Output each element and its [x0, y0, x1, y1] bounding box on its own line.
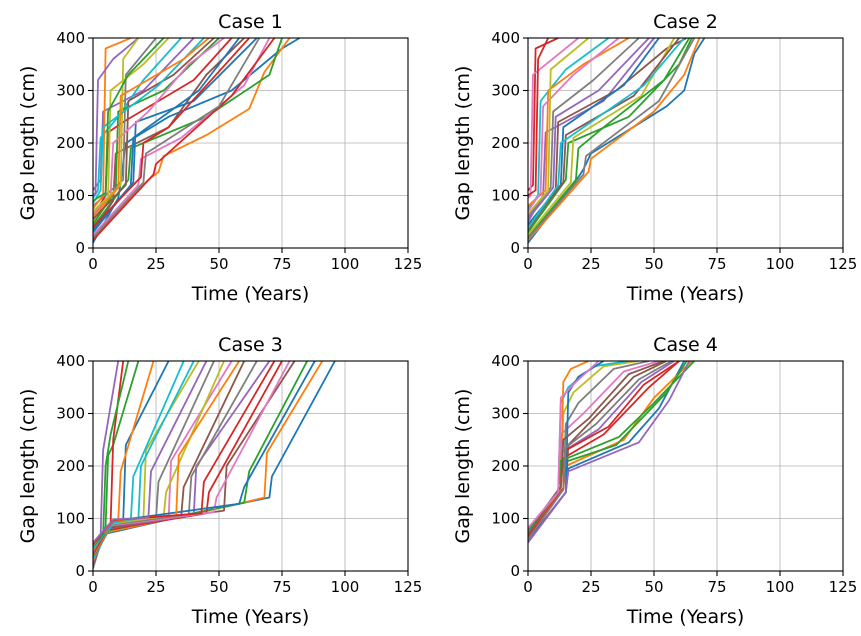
- x-tick-label: 50: [209, 255, 228, 273]
- x-tick-label: 0: [523, 578, 533, 596]
- y-axis-label: Gap length (cm): [452, 389, 474, 544]
- series-line: [93, 38, 132, 210]
- series-line: [93, 38, 139, 197]
- chart-panel-2: 0 25 50 75 100 125 0 100 200 300 400 Case 2 Time (Ye…: [452, 11, 857, 305]
- series-line: [93, 38, 233, 217]
- x-axis-label: Time (Years): [191, 283, 310, 305]
- series-group: [93, 38, 301, 244]
- x-axis-label: Time (Years): [626, 606, 745, 628]
- series-line: [93, 38, 261, 239]
- series-line: [528, 38, 579, 199]
- series-line: [528, 361, 589, 537]
- y-tick-label: 100: [491, 187, 520, 205]
- series-line: [93, 38, 140, 212]
- chart-panel-3: 0 25 50 75 100 125 0 100 200 300 400 Case 3 Time (Ye…: [17, 334, 422, 628]
- series-line: [528, 38, 701, 241]
- series-line: [528, 38, 696, 240]
- y-tick-label: 0: [75, 562, 85, 580]
- x-tick-label: 125: [394, 255, 423, 273]
- series-line: [93, 38, 182, 199]
- y-tick-label: 200: [491, 134, 520, 152]
- chart-panel-1: 0 25 50 75 100 125 0 100 200 300 400 Case 1 Time (Ye…: [17, 11, 422, 305]
- series-group: [528, 38, 706, 244]
- series-line: [528, 361, 629, 534]
- x-tick-label: 125: [829, 578, 858, 596]
- chart-panel-4: 0 25 50 75 100 125 0 100 200 300 400 Case 4 Time (Ye…: [452, 334, 857, 628]
- x-tick-label: 0: [88, 255, 98, 273]
- series-line: [93, 38, 301, 244]
- series-line: [93, 38, 205, 204]
- x-tick-label: 25: [146, 255, 165, 273]
- x-tick-label: 25: [146, 578, 165, 596]
- y-tick-label: 400: [491, 352, 520, 370]
- chart-title: Case 1: [218, 11, 283, 33]
- y-tick-label: 300: [56, 405, 85, 423]
- x-axis-label: Time (Years): [626, 283, 745, 305]
- y-tick-label: 200: [56, 134, 85, 152]
- x-tick-label: 50: [644, 578, 663, 596]
- y-axis-label: Gap length (cm): [17, 389, 39, 544]
- y-tick-label: 400: [56, 352, 85, 370]
- series-line: [93, 38, 245, 233]
- series-line: [93, 38, 215, 220]
- x-tick-label: 100: [766, 255, 795, 273]
- series-line: [93, 361, 130, 546]
- x-tick-label: 0: [523, 255, 533, 273]
- y-tick-label: 100: [56, 510, 85, 528]
- series-line: [528, 361, 691, 544]
- series-line: [528, 361, 685, 543]
- y-tick-label: 0: [510, 239, 520, 257]
- series-line: [528, 38, 680, 228]
- series-line: [528, 38, 691, 239]
- x-tick-label: 50: [644, 255, 663, 273]
- x-tick-label: 25: [581, 255, 600, 273]
- chart-title: Case 4: [653, 334, 718, 356]
- y-tick-label: 300: [56, 82, 85, 100]
- x-tick-label: 25: [581, 578, 600, 596]
- series-group: [93, 361, 336, 569]
- series-line: [93, 38, 250, 228]
- series-line: [528, 38, 650, 220]
- y-axis-label: Gap length (cm): [17, 66, 39, 221]
- series-line: [528, 38, 685, 229]
- series-line: [528, 361, 673, 541]
- series-line: [528, 38, 620, 212]
- y-tick-label: 400: [56, 29, 85, 47]
- series-line: [93, 38, 210, 218]
- x-tick-label: 100: [766, 578, 795, 596]
- y-tick-label: 100: [491, 510, 520, 528]
- y-axis-label: Gap length (cm): [452, 66, 474, 221]
- x-tick-label: 75: [707, 255, 726, 273]
- y-tick-label: 0: [75, 239, 85, 257]
- y-tick-label: 400: [491, 29, 520, 47]
- x-tick-label: 100: [331, 578, 360, 596]
- x-tick-label: 0: [88, 578, 98, 596]
- x-tick-label: 125: [394, 578, 423, 596]
- series-line: [93, 361, 324, 568]
- series-line: [93, 38, 271, 236]
- series-group: [528, 361, 695, 544]
- x-tick-label: 75: [272, 578, 291, 596]
- series-line: [93, 38, 276, 241]
- series-line: [93, 38, 165, 202]
- y-tick-label: 200: [491, 457, 520, 475]
- y-tick-label: 100: [56, 187, 85, 205]
- series-line: [528, 38, 590, 215]
- series-line: [528, 361, 600, 529]
- x-tick-label: 75: [272, 255, 291, 273]
- y-tick-label: 200: [56, 457, 85, 475]
- y-tick-label: 300: [491, 82, 520, 100]
- y-tick-label: 0: [510, 562, 520, 580]
- series-line: [528, 38, 550, 197]
- series-line: [93, 361, 208, 544]
- x-tick-label: 50: [209, 578, 228, 596]
- chart-title: Case 2: [653, 11, 718, 33]
- x-tick-label: 100: [331, 255, 360, 273]
- x-tick-label: 75: [707, 578, 726, 596]
- y-tick-label: 300: [491, 405, 520, 423]
- x-tick-label: 125: [829, 255, 858, 273]
- chart-title: Case 3: [218, 334, 283, 356]
- x-axis-label: Time (Years): [191, 606, 310, 628]
